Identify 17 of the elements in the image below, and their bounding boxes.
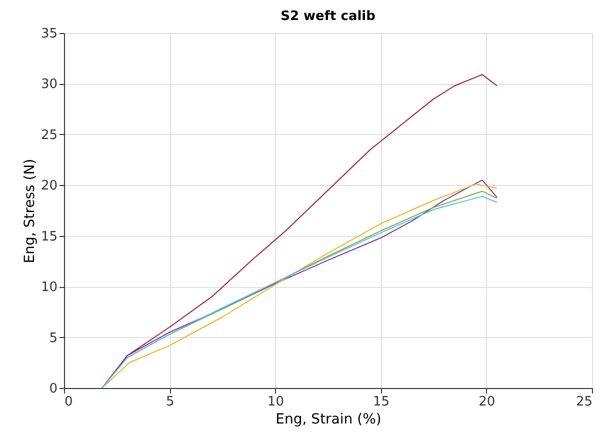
x-tick-label: 20 (478, 394, 496, 410)
y-tick-label: 15 (40, 229, 58, 244)
y-tick-label: 30 (40, 77, 58, 92)
x-axis-title: Eng, Strain (%) (276, 412, 382, 428)
x-tick-label: 15 (373, 394, 390, 410)
y-tick-label: 25 (40, 128, 58, 143)
x-tick-label: 10 (267, 394, 284, 410)
y-tick-label: 20 (40, 178, 58, 194)
y-tick-label: 5 (49, 330, 58, 346)
x-tick-label: 0 (64, 394, 73, 410)
y-axis-title: Eng, Stress (N) (22, 158, 38, 264)
x-tick-label: 25 (576, 394, 592, 410)
chart-title: S2 weft calib (280, 9, 376, 24)
y-tick-label: 0 (49, 382, 58, 396)
y-tick-label: 10 (40, 280, 58, 296)
x-tick-label: 5 (166, 394, 174, 410)
y-tick-label: 35 (40, 26, 58, 42)
